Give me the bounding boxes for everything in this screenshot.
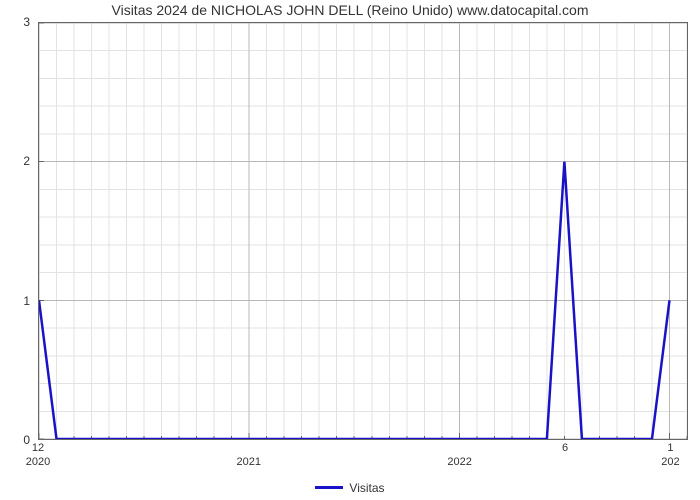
chart-container: Visitas 2024 de NICHOLAS JOHN DELL (Rein…	[0, 0, 700, 500]
x-major-label: 202	[661, 456, 679, 468]
legend: Visitas	[0, 478, 700, 495]
x-secondary-label: 6	[562, 442, 568, 454]
legend-item-visitas: Visitas	[315, 481, 384, 495]
plot-area	[38, 22, 688, 440]
y-tick-label: 3	[23, 15, 30, 29]
x-major-label: 2022	[447, 456, 471, 468]
chart-title: Visitas 2024 de NICHOLAS JOHN DELL (Rein…	[0, 2, 700, 18]
x-secondary-label: 12	[32, 442, 44, 454]
x-secondary-label: 1	[667, 442, 673, 454]
plot-svg	[39, 23, 687, 439]
y-tick-label: 0	[23, 433, 30, 447]
legend-swatch	[315, 486, 343, 489]
y-axis-labels: 0123	[0, 22, 34, 440]
x-major-label: 2020	[26, 456, 50, 468]
y-tick-label: 2	[23, 154, 30, 168]
y-tick-label: 1	[23, 294, 30, 308]
legend-label: Visitas	[349, 481, 384, 495]
x-major-label: 2021	[237, 456, 261, 468]
